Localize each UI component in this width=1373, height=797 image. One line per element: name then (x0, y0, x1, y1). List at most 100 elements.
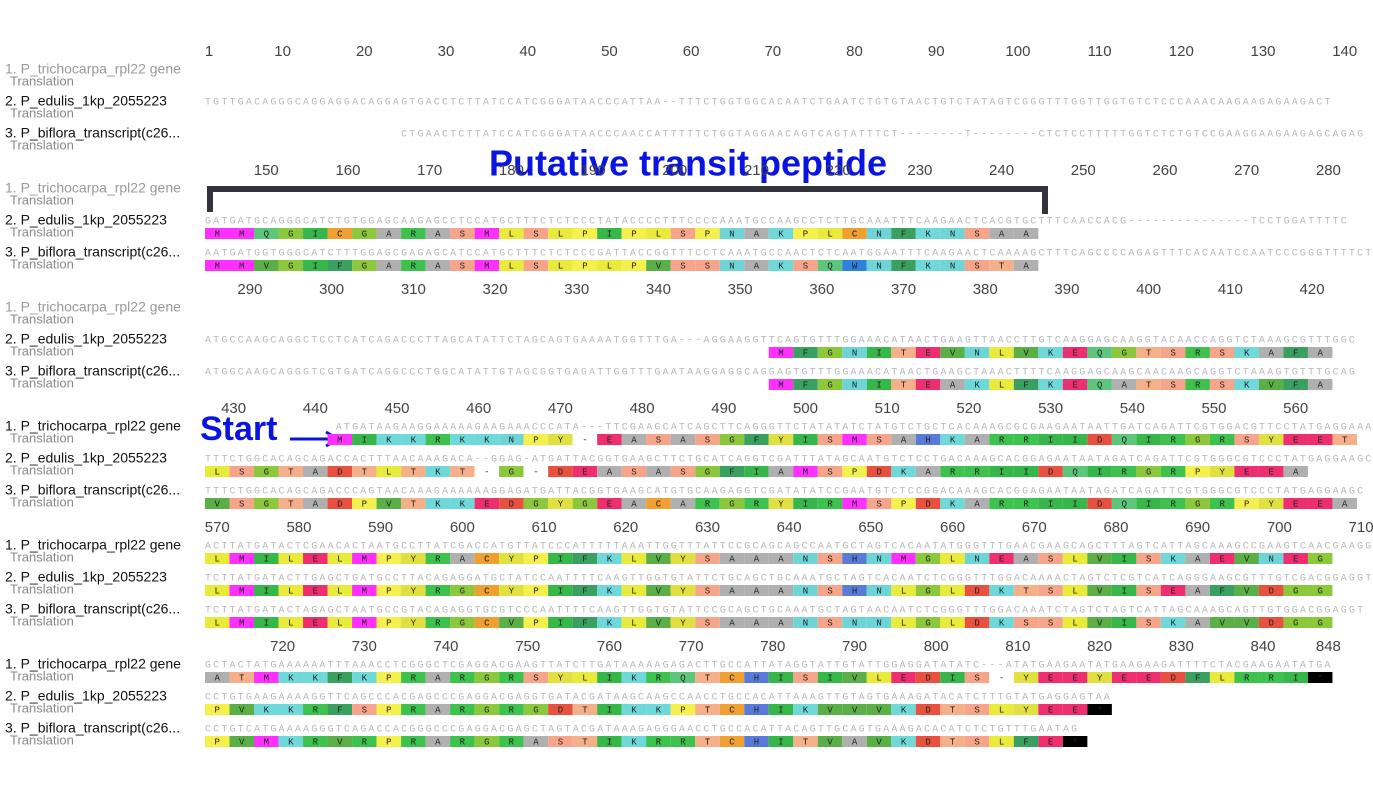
aa-cell (940, 704, 965, 715)
ruler-label: 410 (1218, 281, 1243, 298)
aa-cell (695, 260, 720, 271)
aa-cell (1209, 553, 1235, 564)
amino-acids: MIKKRKKNPY-EASASGFYISMSAHKARRIIDQIRGRSYE… (215, 435, 1367, 445)
sequence-name: 3. P_biflora_transcript(c26... (5, 125, 180, 141)
aa-cell (866, 434, 892, 445)
sequence-name: 1. P_trichocarpa_rpl22 gene (5, 656, 181, 672)
aa-cell (548, 434, 573, 445)
aa-cell (1160, 498, 1186, 509)
aa-cell (278, 585, 304, 596)
aa-cell (1234, 672, 1259, 683)
aa-cell (842, 736, 867, 747)
aa-cell (670, 553, 696, 564)
aa-cell (1185, 553, 1210, 564)
aa-cell (1160, 617, 1186, 628)
aa-cell (1209, 347, 1235, 358)
ruler-label: 20 (356, 43, 373, 60)
ruler-label: 440 (303, 400, 328, 417)
aa-cell (499, 585, 524, 596)
aa-cell (1160, 672, 1186, 683)
aa-cell (1087, 553, 1112, 564)
aa-cell (327, 553, 353, 564)
ruler-label: 810 (1005, 638, 1030, 655)
aa-cell (303, 704, 328, 715)
aa-cell (670, 498, 696, 509)
aa-cell (229, 704, 255, 715)
aa-cell (229, 585, 255, 596)
translation-label: Translation (10, 256, 74, 271)
aa-cell (719, 585, 745, 596)
aa-cell (891, 672, 916, 683)
aa-cell (964, 672, 990, 683)
aa-cell (278, 228, 304, 239)
aa-cell (401, 736, 426, 747)
aa-cell (817, 379, 843, 390)
aa-cell (964, 498, 990, 509)
ruler-label: 120 (1169, 43, 1194, 60)
aa-cell (1087, 466, 1112, 477)
aa-cell (278, 672, 304, 683)
ruler-label: 1 (205, 43, 213, 60)
ruler-label: 690 (1185, 519, 1210, 536)
aa-cell (303, 736, 328, 747)
aa-cell (915, 466, 941, 477)
aa-cell (646, 736, 671, 747)
aa-cell (1136, 434, 1161, 445)
aa-cell (1013, 228, 1039, 239)
aa-cell (1258, 617, 1284, 628)
translation-label: Translation (10, 73, 74, 88)
aa-cell (940, 736, 965, 747)
aa-cell (646, 434, 671, 445)
aa-cell (1013, 260, 1039, 271)
aa-cell (352, 672, 377, 683)
aa-cell (940, 347, 965, 358)
aa-cell (646, 553, 671, 564)
aa-cell (1038, 498, 1063, 509)
aa-cell (278, 260, 304, 271)
aa-cell (572, 498, 598, 509)
sequence-name: 2. P_edulis_1kp_2055223 (5, 93, 167, 109)
aa-cell (891, 260, 916, 271)
aa-cell (1111, 585, 1137, 596)
aa-cell (891, 704, 916, 715)
aa-cell (719, 260, 745, 271)
aa-cell (1013, 498, 1039, 509)
aa-cell (793, 704, 818, 715)
aa-cell (229, 466, 255, 477)
aa-cell (450, 585, 475, 596)
aa-cell (646, 617, 671, 628)
aa-cell (1160, 347, 1186, 358)
aa-cell (695, 704, 720, 715)
aa-cell (499, 553, 524, 564)
aa-cell (401, 553, 426, 564)
aa-cell (205, 228, 230, 239)
aa-cell (523, 672, 549, 683)
aa-cell (646, 704, 671, 715)
aa-cell (744, 704, 769, 715)
aa-cell (548, 736, 573, 747)
aa-cell (1038, 553, 1063, 564)
aa-cell (817, 672, 843, 683)
aa-cell (1209, 434, 1235, 445)
aa-cell (768, 672, 794, 683)
ruler-label: 600 (450, 519, 475, 536)
ruler-label: 60 (683, 43, 700, 60)
aa-cell (229, 672, 255, 683)
aa-cell (891, 434, 916, 445)
aa-cell (744, 434, 769, 445)
aa-cell (1038, 466, 1063, 477)
aa-cell (474, 553, 500, 564)
aa-cell (205, 736, 230, 747)
aa-cell (327, 228, 353, 239)
aa-cell (842, 260, 867, 271)
aa-cell (572, 553, 598, 564)
aa-cell (842, 466, 867, 477)
amino-acids: LSGTADTLTKT-G-DEASASGFIAMSPDKARRIIDQIRGR… (215, 467, 1318, 477)
aa-cell (1111, 672, 1137, 683)
aa-cell (1160, 553, 1186, 564)
ruler-label: 430 (221, 400, 246, 417)
aa-cell (964, 228, 990, 239)
aa-cell (1087, 672, 1112, 683)
ruler-label: 830 (1169, 638, 1194, 655)
ruler-label: 70 (764, 43, 781, 60)
